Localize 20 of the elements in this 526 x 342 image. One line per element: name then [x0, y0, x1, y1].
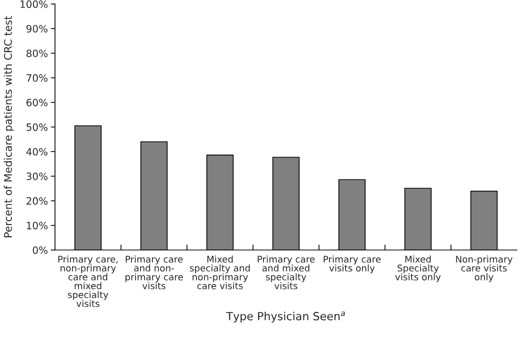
y-tick-label: 40% [26, 148, 48, 156]
y-tick-label: 90% [26, 24, 48, 33]
y-tick-label: 50% [26, 123, 48, 131]
x-tick-label: Mixed Specialty visits only [395, 256, 441, 282]
x-tick-label: Primary care and non- primary care visits [126, 256, 183, 290]
x-tick-label: Primary care visits only [324, 256, 381, 274]
y-axis-title: Percent of Medicare patients with CRC test [4, 16, 14, 238]
x-tick-label: Mixed specialty and non-primary care visits [190, 256, 250, 290]
y-tick-label: 80% [26, 50, 48, 58]
y-tick-label: 100% [20, 0, 48, 8]
x-tick-label: Non-primary care visits only [456, 256, 512, 282]
x-tick-label: Primary care, non-primary care and mixed specialty visits [58, 256, 118, 308]
y-tick-label: 20% [26, 197, 48, 205]
y-tick-label: 60% [26, 98, 48, 106]
y-tick-label: 30% [26, 172, 48, 180]
y-tick-label: 10% [26, 222, 48, 230]
y-tick-label: 70% [26, 74, 48, 82]
x-axis-title: Type Physician Seen$^{a}$ [226, 312, 345, 322]
x-tick-label: Primary care and mixed specialty visits [258, 256, 315, 290]
y-tick-label: 0% [32, 246, 48, 254]
